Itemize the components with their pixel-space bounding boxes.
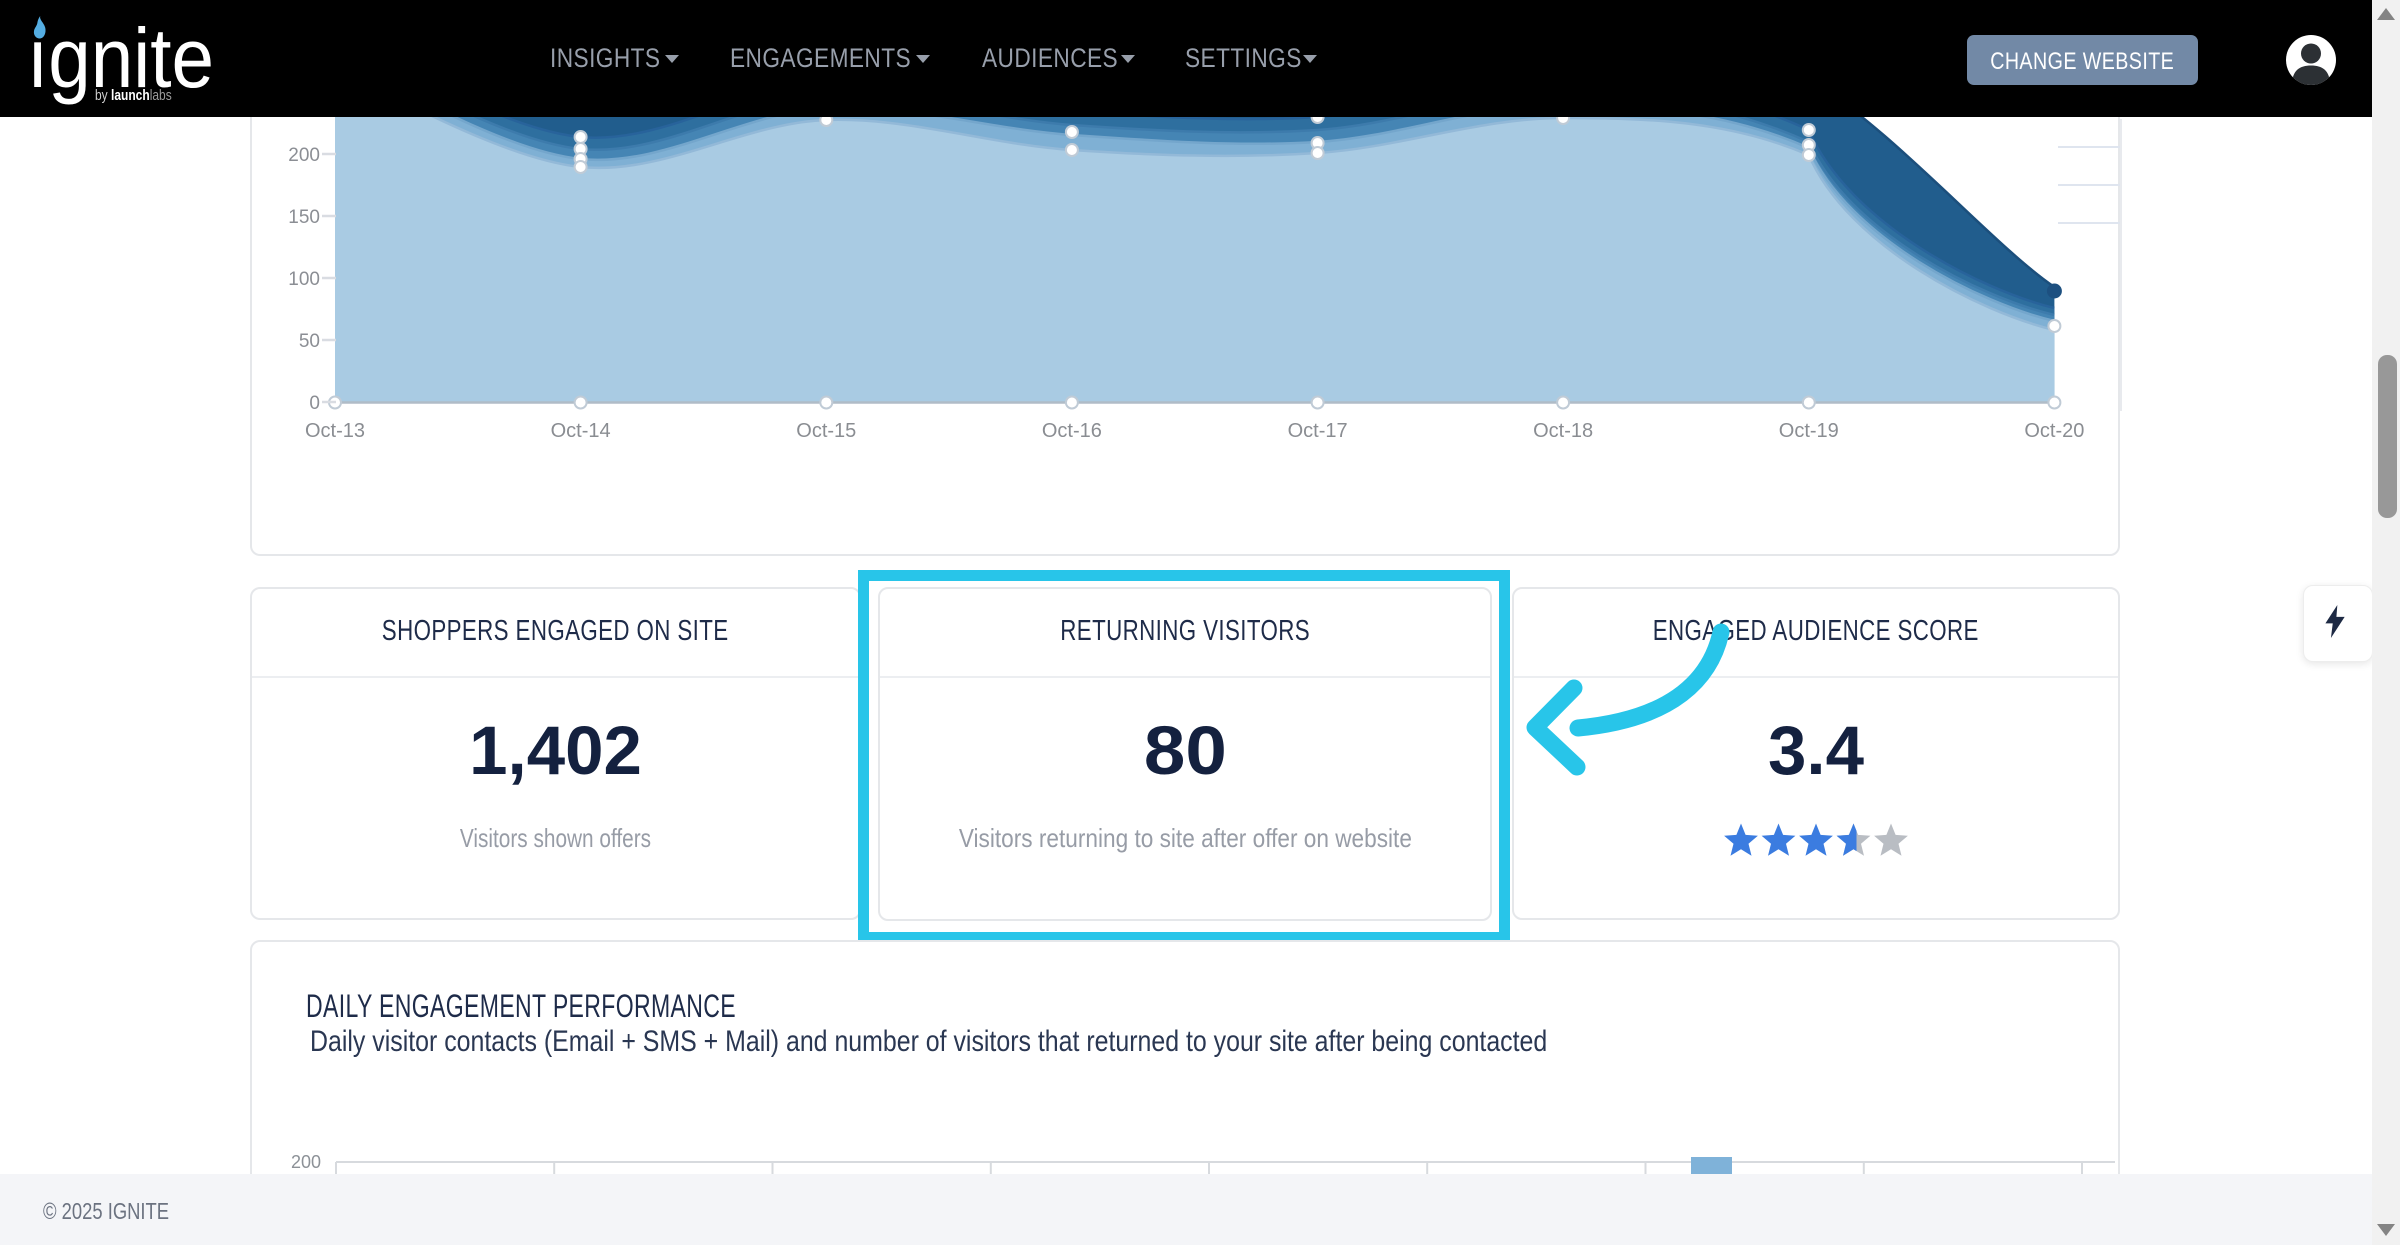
svg-text:Oct-16: Oct-16 <box>1042 420 1102 442</box>
svg-text:Oct-20: Oct-20 <box>2024 420 2084 442</box>
svg-text:0: 0 <box>309 393 320 414</box>
svg-text:50: 50 <box>299 331 320 352</box>
svg-text:200: 200 <box>291 1152 321 1172</box>
svg-text:Oct-17: Oct-17 <box>1288 420 1348 442</box>
svg-text:Oct-15: Oct-15 <box>796 420 856 442</box>
svg-text:Oct-14: Oct-14 <box>551 420 611 442</box>
svg-text:Oct-13: Oct-13 <box>305 420 365 442</box>
svg-text:150: 150 <box>288 207 320 228</box>
svg-text:200: 200 <box>288 145 320 166</box>
svg-text:Oct-19: Oct-19 <box>1779 420 1839 442</box>
svg-text:100: 100 <box>288 269 320 290</box>
svg-text:Oct-18: Oct-18 <box>1533 420 1593 442</box>
